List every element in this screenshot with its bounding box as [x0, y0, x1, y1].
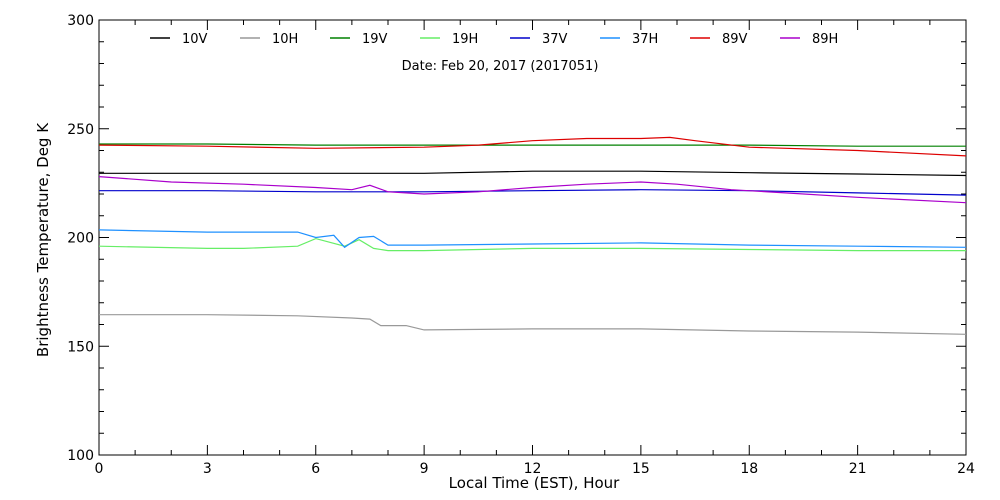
legend-label-37v: 37V: [542, 32, 568, 47]
x-tick-label: 21: [849, 461, 867, 477]
series-line-89h: [98, 176, 967, 204]
series-line-19h: [98, 237, 966, 252]
series-line-19v: [99, 143, 966, 147]
legend-label-89v: 89V: [722, 32, 748, 47]
series-line-37h: [98, 229, 967, 249]
series-line-37v: [99, 189, 967, 196]
y-axis-label: Brightness Temperature, Deg K: [34, 122, 52, 357]
plot-frame: [98, 19, 967, 456]
legend-label-10h: 10H: [272, 32, 298, 47]
series-line-89v: [98, 136, 967, 157]
legend-label-10v: 10V: [182, 32, 208, 47]
series-line-10v: [99, 170, 967, 177]
series-lines: [98, 136, 967, 335]
axis-tick-labels: 0 3 6 9 12 15 18 21 24 100 150 200 250 300: [67, 13, 975, 477]
x-tick-label: 24: [957, 461, 975, 477]
x-tick-label: 0: [95, 461, 104, 477]
date-annotation: Date: Feb 20, 2017 (2017051): [402, 59, 599, 74]
y-tick-label: 250: [67, 122, 94, 138]
legend-label-89h: 89H: [812, 32, 838, 47]
legend-label-19h: 19H: [452, 32, 478, 47]
x-tick-label: 3: [203, 461, 212, 477]
y-tick-label: 100: [67, 448, 94, 464]
axis-ticks: [98, 19, 967, 456]
x-axis-label: Local Time (EST), Hour: [449, 474, 620, 492]
x-tick-label: 15: [632, 461, 650, 477]
x-tick-label: 9: [420, 461, 429, 477]
legend-label-37h: 37H: [632, 32, 658, 47]
y-tick-label: 200: [67, 231, 94, 247]
y-tick-label: 150: [67, 339, 94, 355]
x-tick-label: 18: [740, 461, 758, 477]
y-tick-label: 300: [67, 13, 94, 29]
legend: 10V 10H 19V 19H 37V 37H 89V 89H: [150, 32, 838, 47]
x-tick-label: 12: [524, 461, 542, 477]
x-tick-label: 6: [311, 461, 320, 477]
series-line-10h: [99, 314, 967, 335]
legend-label-19v: 19V: [362, 32, 388, 47]
